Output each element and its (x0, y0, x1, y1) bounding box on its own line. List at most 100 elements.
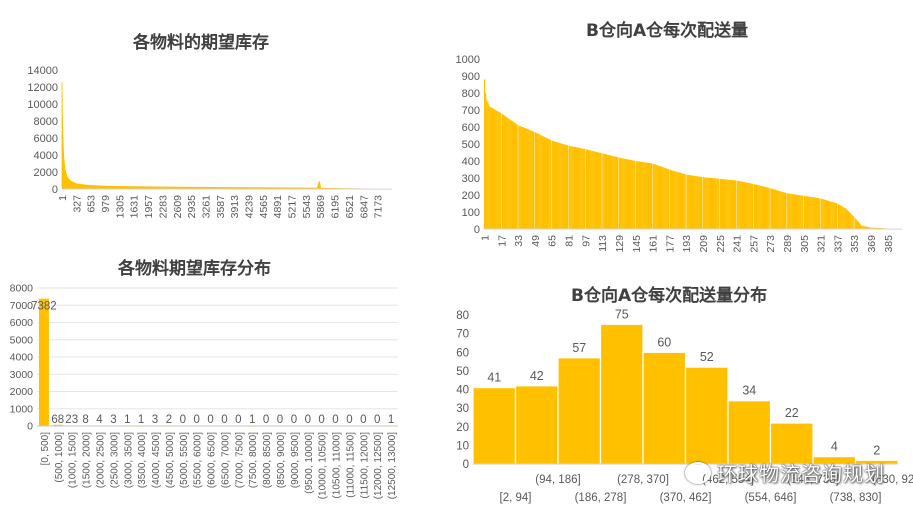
bar (529, 130, 530, 229)
bar (562, 144, 563, 229)
data-label: 0 (207, 414, 213, 426)
bar (546, 138, 547, 229)
bar (802, 196, 803, 229)
bar (484, 79, 485, 229)
y-tick-label: 70 (456, 329, 469, 341)
bar (596, 152, 597, 229)
bar (601, 324, 644, 464)
bar (645, 162, 646, 229)
x-tick-label: 3587 (215, 195, 227, 219)
bar (639, 162, 640, 229)
x-tick-label: 979 (100, 195, 112, 213)
bar (670, 170, 671, 229)
x-tick-label: 65 (547, 235, 559, 247)
bar (686, 367, 729, 464)
bar (582, 148, 583, 229)
bar (723, 179, 724, 229)
bar (504, 116, 505, 229)
bar (788, 193, 789, 229)
bar (775, 190, 776, 229)
x-tick-label: 3261 (200, 195, 212, 219)
x-tick-label: (94, 186] (535, 474, 580, 486)
bar (751, 184, 752, 229)
x-tick-label: (9500, 10000] (304, 432, 315, 494)
bar (797, 195, 798, 229)
bar (821, 199, 822, 229)
data-label: 0 (291, 414, 297, 426)
bar (712, 178, 713, 229)
bar (851, 214, 852, 229)
bar (619, 158, 620, 229)
x-tick-label: 97 (580, 235, 592, 247)
bar (697, 176, 698, 229)
x-tick-label: 273 (765, 235, 777, 253)
bar (511, 121, 512, 229)
bar (547, 138, 548, 229)
data-label: 1 (388, 414, 394, 426)
bar (811, 197, 812, 229)
bar (660, 167, 661, 229)
bar (663, 167, 664, 229)
bar (742, 182, 743, 229)
chart-title: B仓向A仓每次配送量 (586, 16, 748, 41)
bar (658, 166, 659, 229)
bar (839, 205, 840, 229)
y-tick-label: 100 (462, 207, 480, 219)
bar (39, 299, 49, 426)
bar (815, 198, 816, 229)
bar (589, 150, 590, 229)
watermark-text: 环球物流咨询规划 (717, 462, 885, 486)
bar (671, 170, 672, 229)
bar (556, 142, 557, 229)
bar (800, 195, 801, 229)
bar (606, 154, 607, 229)
x-tick-label: (6500, 7000] (220, 432, 231, 488)
y-tick-label: 50 (456, 366, 469, 378)
bar (576, 147, 577, 229)
bar (852, 215, 853, 229)
bar (806, 196, 807, 229)
bar (716, 179, 717, 229)
bar (791, 194, 792, 229)
x-tick-label: 385 (883, 235, 895, 253)
bar (575, 147, 576, 229)
bar (844, 208, 845, 229)
x-tick-label: 5217 (287, 195, 299, 219)
x-tick-label: 2935 (186, 195, 198, 219)
bar (632, 160, 633, 229)
bar (554, 142, 555, 229)
x-tick-label: 7173 (373, 195, 385, 219)
bar (805, 196, 806, 229)
bar (490, 107, 491, 229)
x-tick-label: (8500, 9000] (276, 432, 287, 488)
bar (727, 180, 728, 229)
y-tick-label: 20 (456, 422, 469, 434)
x-tick-label: 4239 (243, 195, 255, 219)
bar (561, 143, 562, 229)
bar (752, 184, 753, 229)
bar (825, 200, 826, 229)
data-label: 8 (82, 414, 88, 426)
bar (577, 148, 578, 229)
bar (566, 145, 567, 229)
bar (676, 172, 677, 229)
bar (473, 388, 516, 464)
bar (617, 157, 618, 229)
bar (555, 142, 556, 229)
bar (708, 178, 709, 229)
bar (631, 160, 632, 229)
bar (621, 158, 622, 229)
bar (598, 153, 599, 229)
bar (626, 159, 627, 229)
bar (860, 224, 861, 229)
bar (826, 200, 827, 229)
y-tick-label: 6000 (34, 133, 58, 145)
data-label: 23 (65, 414, 78, 426)
bar (816, 198, 817, 229)
x-tick-label: (554, 646] (745, 492, 797, 504)
bar (785, 193, 786, 229)
bar (530, 130, 531, 229)
data-label: 0 (318, 414, 324, 426)
bar (819, 198, 820, 229)
